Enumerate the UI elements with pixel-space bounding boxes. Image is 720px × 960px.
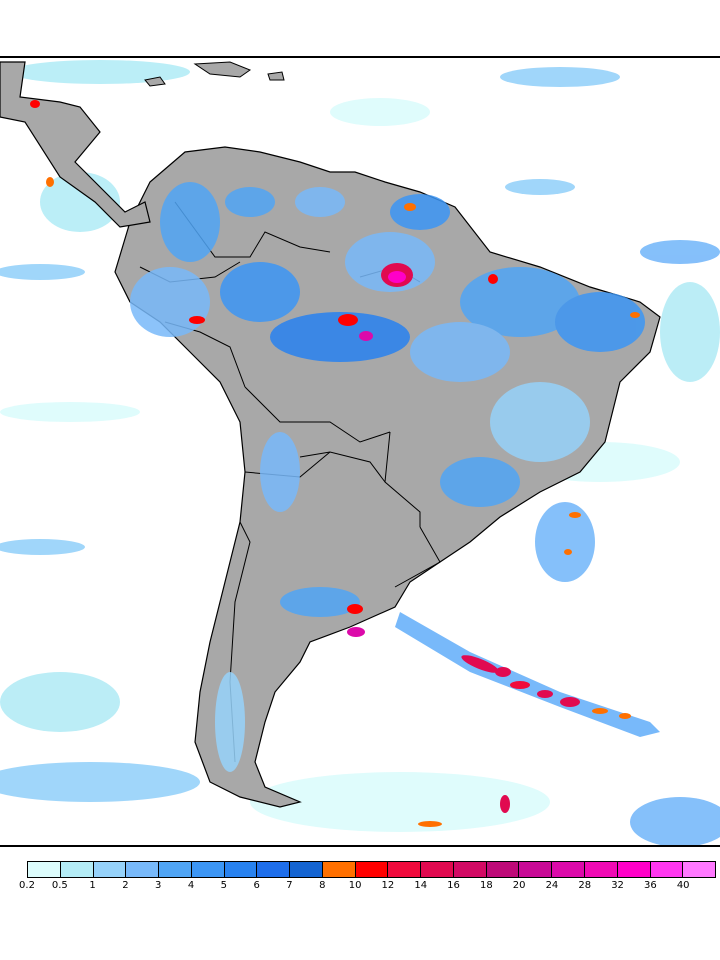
land-precip <box>130 182 645 772</box>
colorbar-tick-label: 10 <box>348 880 362 891</box>
map-canvas <box>0 60 720 845</box>
colorbar-swatch <box>126 862 160 877</box>
colorbar-tick-label: 6 <box>253 880 260 891</box>
colorbar-swatch <box>617 862 651 877</box>
colorbar-tick-label: 8 <box>319 880 326 891</box>
colorbar-swatch <box>683 862 716 877</box>
colorbar-swatch <box>650 862 684 877</box>
colorbar-swatch <box>224 862 258 877</box>
colorbar-tick-label: 14 <box>414 880 428 891</box>
colorbar-tick-label: 0.5 <box>51 880 68 891</box>
colorbar-swatch <box>159 862 192 877</box>
colorbar-swatch <box>355 862 389 877</box>
colorbar-tick-label: 36 <box>644 880 657 891</box>
colorbar-swatch <box>519 862 553 877</box>
colorbar-swatch <box>421 862 454 877</box>
colorbar-swatch <box>552 862 586 877</box>
colorbar-tick-label: 32 <box>611 880 624 891</box>
colorbar-tick-label: 16 <box>447 880 460 891</box>
colorbar-tick-label: 18 <box>479 880 493 891</box>
colorbar-tick-label: 4 <box>187 880 195 891</box>
frontal-band <box>395 512 660 827</box>
colorbar-swatch <box>93 862 127 877</box>
colorbar-tick-label: 3 <box>155 880 162 891</box>
caribbean-islands <box>144 61 285 87</box>
colorbar-swatch <box>486 862 520 877</box>
colorbar-tick-label: 1 <box>89 880 96 891</box>
colorbar-tick-label: 7 <box>286 880 293 891</box>
colorbar-tick-label: 24 <box>545 880 559 891</box>
colorbar-swatch <box>191 862 225 877</box>
colorbar-tick-label: 12 <box>381 880 395 891</box>
colorbar <box>27 861 716 878</box>
colorbar-tick-label: 28 <box>578 880 592 891</box>
colorbar-tick-label: 0.2 <box>19 880 35 891</box>
colorbar-tick-label: 40 <box>676 880 690 891</box>
colorbar-tick-label: 5 <box>220 880 228 891</box>
colorbar-tick-label: 20 <box>512 880 526 891</box>
colorbar-swatch <box>257 862 291 877</box>
colorbar-swatch <box>28 862 61 877</box>
colorbar-tick-label: 2 <box>122 880 129 891</box>
intense-cores <box>30 100 640 637</box>
colorbar-swatch <box>388 862 422 877</box>
precipitation-map <box>0 56 720 847</box>
colorbar-swatch <box>60 862 94 877</box>
colorbar-swatch <box>290 862 323 877</box>
colorbar-swatch <box>453 862 487 877</box>
colorbar-swatch <box>322 862 356 877</box>
colorbar-labels: 0.2 0.5 1 2 3 4 5 6 7 8 10 12 14 16 18 20 24 28 32 36 40 <box>0 880 720 894</box>
colorbar-swatch <box>585 862 618 877</box>
